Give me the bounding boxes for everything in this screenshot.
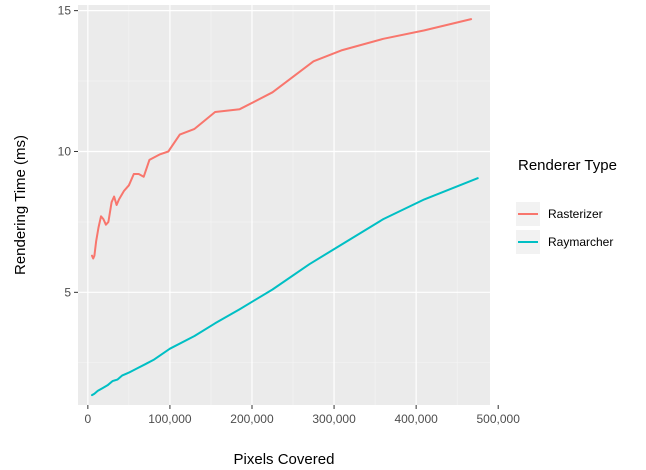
major-gridlines — [78, 5, 499, 405]
y-tick-label: 5 — [64, 285, 71, 299]
plot-panel — [78, 5, 490, 405]
y-tick-label: 10 — [58, 144, 72, 158]
legend-label: Rasterizer — [548, 207, 603, 221]
x-tick-label: 0 — [85, 412, 92, 426]
x-axis: 0 100,000 200,000 300,000 400,000 500,000 — [85, 405, 521, 426]
y-axis-title: Rendering Time (ms) — [12, 135, 29, 275]
x-tick-label: 300,000 — [312, 412, 356, 426]
series-layer — [91, 18, 479, 397]
x-tick-label: 500,000 — [477, 412, 521, 426]
legend: Renderer Type Rasterizer Raymarcher — [516, 157, 617, 254]
y-tick-label: 15 — [58, 4, 72, 18]
x-axis-title: Pixels Covered — [234, 451, 335, 468]
legend-title: Renderer Type — [518, 157, 617, 174]
legend-item-rasterizer: Rasterizer — [516, 202, 603, 226]
legend-item-raymarcher: Raymarcher — [516, 230, 613, 254]
x-tick-label: 200,000 — [230, 412, 274, 426]
legend-label: Raymarcher — [548, 235, 613, 249]
series-line-rasterizer — [91, 18, 473, 260]
series-line-raymarcher — [91, 177, 479, 397]
x-tick-label: 100,000 — [148, 412, 192, 426]
legend-items: Rasterizer Raymarcher — [516, 202, 613, 254]
y-axis: 5 10 15 — [58, 4, 78, 299]
x-tick-label: 400,000 — [394, 412, 438, 426]
